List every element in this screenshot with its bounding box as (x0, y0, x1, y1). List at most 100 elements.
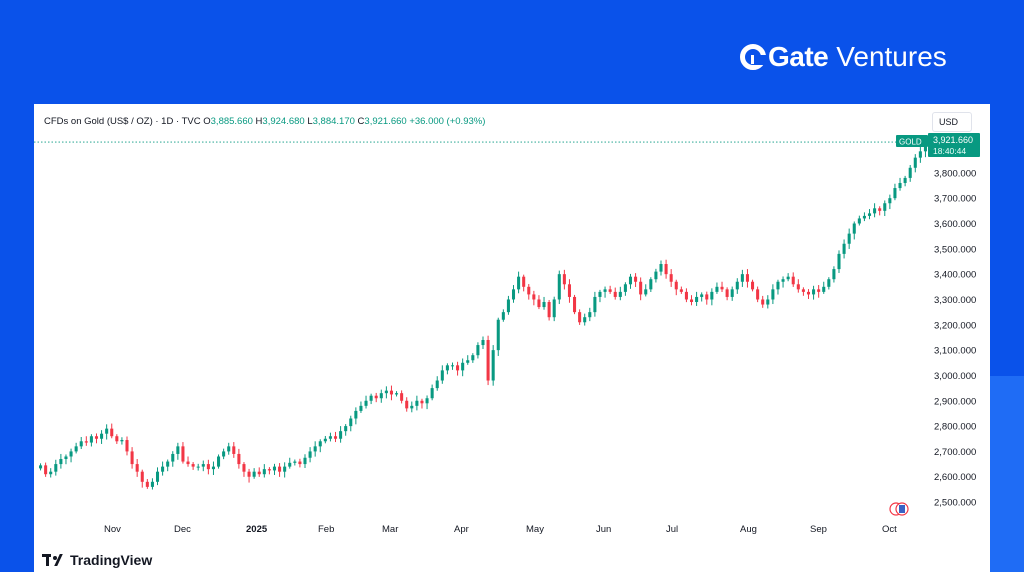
candle-body (522, 276, 526, 287)
candle-body (679, 289, 683, 292)
candle-body (669, 274, 673, 282)
candle-body (730, 289, 734, 297)
candle-body (501, 312, 505, 320)
candle-body (659, 264, 663, 272)
y-tick-label: 3,800.000 (934, 168, 976, 179)
x-tick-label: May (526, 524, 544, 535)
y-tick-label: 3,300.000 (934, 295, 976, 306)
gate-logo-icon (740, 44, 766, 70)
candle-body (567, 284, 571, 297)
high-label: H (255, 116, 263, 127)
candle-body (79, 441, 83, 447)
candle-body (517, 276, 521, 290)
candle-body (181, 446, 185, 462)
candle-body (705, 294, 709, 300)
candle-body (384, 390, 388, 394)
y-tick-label: 3,700.000 (934, 194, 976, 205)
candle-body (166, 461, 170, 467)
candle-body (674, 281, 678, 290)
candle-body (766, 299, 770, 305)
open-label: O (203, 116, 211, 127)
x-tick-label: Sep (810, 524, 827, 535)
candle-body (161, 466, 165, 472)
candle-body (450, 365, 455, 367)
candle-body (496, 319, 500, 351)
x-tick-label: Nov (104, 524, 121, 535)
candle-body (120, 440, 124, 442)
candle-body (873, 208, 877, 214)
y-tick-label: 2,600.000 (934, 472, 976, 483)
candle-body (852, 223, 856, 234)
open-value: 3,885.660 (210, 116, 253, 127)
y-tick-label: 3,400.000 (934, 270, 976, 281)
candle-body (405, 400, 409, 409)
candle-body (796, 284, 800, 290)
candle-body (786, 276, 790, 280)
candle-body (827, 279, 831, 287)
candle-body (140, 471, 144, 482)
candle-body (74, 446, 78, 452)
tradingview-logo[interactable]: TradingView (42, 552, 152, 568)
candle-body (94, 436, 99, 439)
candle-body (771, 289, 775, 300)
candlestick-chart[interactable]: 3,800.000 3,700.000 3,600.000 3,500.000 3,40… (34, 104, 990, 572)
symbol-tag-label: GOLD (899, 138, 922, 147)
candle-body (684, 291, 688, 300)
candle-body (588, 312, 592, 318)
candle-body (349, 418, 353, 427)
candle-body (547, 302, 551, 318)
x-tick-label: Oct (882, 524, 897, 535)
candle-body (389, 390, 393, 395)
candle-body (634, 276, 638, 282)
candle-body (603, 289, 607, 292)
candle-body (735, 281, 739, 290)
y-tick-label: 3,100.000 (934, 346, 976, 357)
candle-body (298, 461, 302, 465)
candle-body (105, 428, 109, 434)
candle-body (511, 289, 516, 300)
candle-body (150, 481, 154, 487)
candle-body (806, 291, 811, 295)
brand-ventures-text: Ventures (836, 41, 947, 72)
candle-body (725, 289, 729, 297)
candle-body (196, 466, 200, 468)
candle-body (745, 274, 749, 282)
candle-body (293, 461, 297, 463)
candle-body (862, 215, 866, 219)
close-label: C (357, 116, 365, 127)
candle-body (857, 218, 861, 224)
candle-body (649, 279, 653, 290)
candle-body (247, 471, 251, 477)
candle-body (654, 271, 658, 280)
candle-body (756, 289, 760, 300)
brand-gate-text: Gate (768, 41, 829, 72)
candle-body (506, 299, 510, 313)
x-tick-label: Dec (174, 524, 191, 535)
y-tick-label: 2,500.000 (934, 498, 976, 509)
candle-body (328, 436, 332, 439)
candle-body (878, 208, 882, 211)
candle-body (125, 440, 129, 452)
candle-body (69, 451, 73, 457)
candle-body (761, 299, 765, 305)
currency-button[interactable]: USD (932, 112, 972, 132)
candle-body (201, 464, 205, 467)
candle-body (751, 281, 755, 290)
change-value: +36.000 (+0.93%) (409, 116, 486, 127)
candle-body (781, 279, 785, 282)
candle-body (374, 395, 378, 399)
candle-body (715, 286, 719, 292)
candle-body (720, 286, 724, 290)
candle-body (740, 274, 744, 282)
gate-ventures-brand: Gate Ventures (740, 40, 947, 74)
candle-body (664, 264, 668, 275)
candle-body (628, 276, 633, 285)
candle-body (445, 365, 449, 371)
candle-body (176, 446, 180, 454)
candle-body (54, 464, 58, 472)
candle-body (893, 188, 897, 199)
candle-body (59, 459, 63, 465)
candle-body (430, 388, 434, 399)
candle-body (527, 286, 531, 295)
y-tick-label: 3,000.000 (934, 371, 976, 382)
